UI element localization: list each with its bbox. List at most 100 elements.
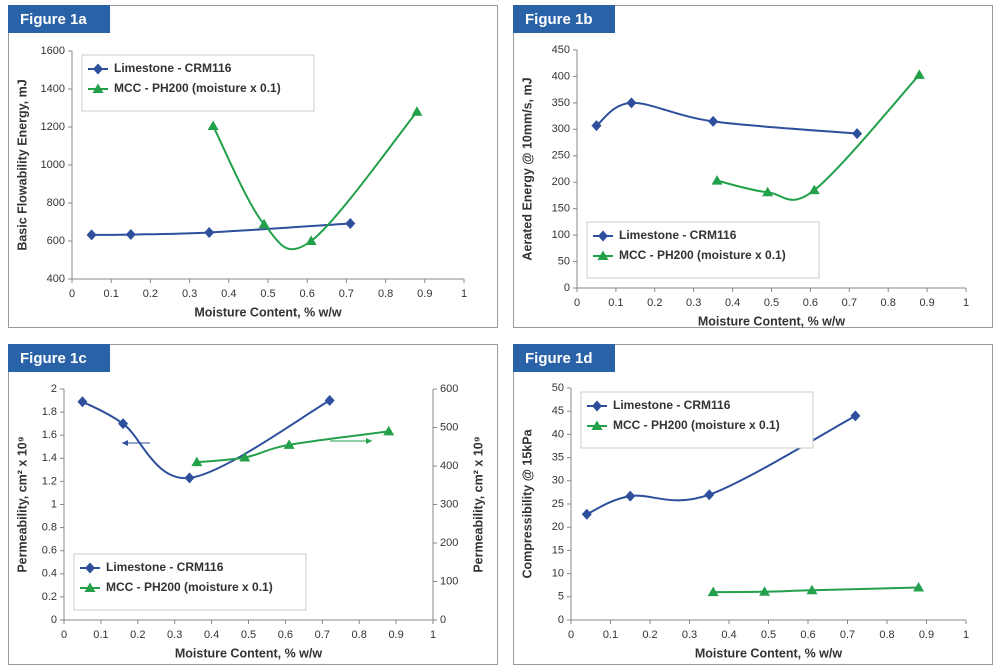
y-axis-title: Compressibility @ 15kPa [520,428,534,578]
legend-marker [84,582,96,592]
x-axis-title: Moisture Content, % w/w [698,314,846,328]
y2-axis-title: Permeability, cm² x 10⁹ [471,436,485,572]
x-tick-label: 0.9 [388,629,403,641]
legend-marker [92,83,104,93]
marker [913,582,925,592]
x-tick-label: 0.5 [761,629,776,641]
x-tick-label: 0.1 [608,297,623,309]
marker [625,490,636,502]
y-tick-label: 50 [558,255,570,267]
figure-label: Figure 1d [525,350,593,367]
marker [708,115,719,127]
y-tick-label: 0 [558,614,564,626]
y-tick-label: 0.8 [42,522,57,534]
x-tick-label: 0.6 [300,288,315,300]
marker [711,175,723,185]
y-axis-title: Basic Flowability Energy, mJ [15,79,29,250]
y-tick-label: 450 [552,44,570,56]
x-tick-label: 0.6 [278,629,293,641]
y-tick-label: 30 [552,475,564,487]
x-tick-label: 1 [963,629,969,641]
x-axis-title: Moisture Content, % w/w [175,646,323,660]
y-tick-label: 45 [552,405,564,417]
marker [707,586,719,597]
panel-border [8,5,498,328]
y-tick-label: 0 [51,614,57,626]
marker [125,229,136,241]
y2-tick-label: 600 [440,383,458,395]
marker [345,218,356,230]
y-tick-label: 40 [552,428,564,440]
x-tick-label: 0.7 [842,297,857,309]
legend-label: Limestone - CRM116 [613,398,731,412]
marker [191,456,203,467]
axis-arrow-head [366,438,372,444]
marker [591,120,602,132]
series-line [196,430,389,464]
x-tick-label: 1 [430,629,436,641]
x-axis-title: Moisture Content, % w/w [194,305,342,319]
x-tick-label: 0.7 [339,288,354,300]
series-line [212,111,418,251]
legend-label: MCC - PH200 (moisture x 0.1) [613,418,780,432]
y-tick-label: 1200 [41,121,65,133]
x-tick-label: 0.8 [352,629,367,641]
x-axis-title: Moisture Content, % w/w [695,646,843,660]
y-tick-label: 0 [564,282,570,294]
legend-label: Limestone - CRM116 [114,61,232,75]
x-tick-label: 0.1 [603,629,618,641]
marker [118,418,129,430]
y2-tick-label: 0 [440,614,446,626]
legend-label: Limestone - CRM116 [106,560,224,574]
x-tick-label: 0.9 [417,288,432,300]
x-tick-label: 0.1 [93,629,108,641]
figure-tab [513,5,615,33]
marker [86,229,97,241]
x-tick-label: 0.6 [803,297,818,309]
x-tick-label: 0.2 [642,629,657,641]
y-tick-label: 600 [47,235,65,247]
y2-tick-label: 100 [440,575,458,587]
x-tick-label: 0.3 [182,288,197,300]
marker [184,472,195,484]
y-tick-label: 300 [552,123,570,135]
x-tick-label: 0 [574,297,580,309]
marker [383,425,395,436]
y-axis-title: Permeability, cm² x 10⁹ [15,436,29,572]
x-tick-label: 0.4 [204,629,219,641]
marker [913,69,925,79]
legend-label: MCC - PH200 (moisture x 0.1) [619,248,786,262]
x-tick-label: 0 [61,629,67,641]
y-tick-label: 800 [47,197,65,209]
y-tick-label: 0.6 [42,545,57,557]
x-tick-label: 1 [461,288,467,300]
x-tick-label: 0.8 [879,629,894,641]
x-tick-label: 0.2 [143,288,158,300]
series-line [81,399,331,479]
series-line [595,101,858,135]
legend-label: Limestone - CRM116 [619,228,737,242]
marker [762,186,774,197]
figure-label: Figure 1c [20,350,87,367]
marker [850,410,861,422]
legend-box [81,54,315,112]
marker [759,586,771,596]
marker [283,439,295,449]
legend-marker [597,250,609,260]
y-tick-label: 25 [552,498,564,510]
y-tick-label: 10 [552,568,564,580]
panel-border [513,5,993,328]
figure-tab [8,344,110,372]
x-tick-label: 0.3 [686,297,701,309]
figure-tab [8,5,110,33]
marker [581,508,592,520]
y-tick-label: 1000 [41,159,65,171]
legend-box [586,221,820,279]
x-tick-label: 0.7 [315,629,330,641]
x-tick-label: 0.9 [919,297,934,309]
y2-tick-label: 300 [440,498,458,510]
x-tick-label: 1 [963,297,969,309]
y2-tick-label: 500 [440,421,458,433]
y-tick-label: 1400 [41,83,65,95]
marker [305,235,317,245]
